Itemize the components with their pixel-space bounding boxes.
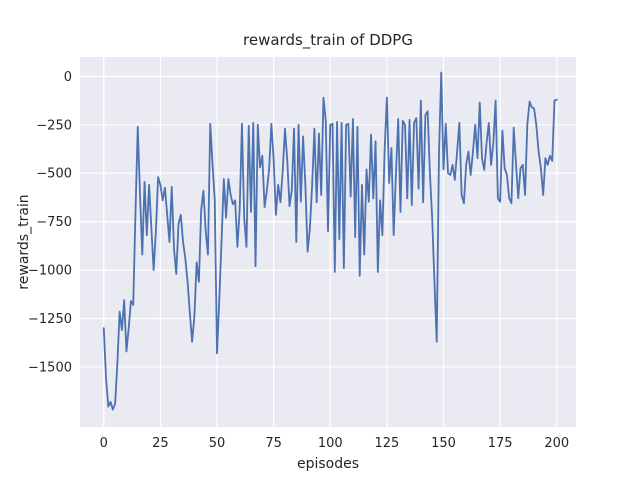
rewards-train-line — [102, 71, 558, 411]
x-tick-label: 200 — [544, 436, 569, 451]
y-axis-ticks: 0 −250 −500 −750 −1000 −1250 −1500 — [28, 70, 72, 376]
x-tick-label: 125 — [374, 436, 399, 451]
y-tick-label: 0 — [64, 70, 72, 85]
x-tick-label: 50 — [209, 436, 226, 451]
x-tick-label: 25 — [152, 436, 169, 451]
chart-title: rewards_train of DDPG — [243, 31, 413, 49]
y-tick-label: −500 — [36, 167, 72, 182]
x-axis-label: episodes — [296, 456, 360, 472]
y-tick-label: −250 — [36, 118, 72, 133]
x-tick-label: 100 — [318, 436, 343, 451]
x-tick-label: 150 — [431, 436, 456, 451]
y-axis-label: rewards_train — [16, 194, 32, 290]
y-tick-label: −1000 — [28, 264, 72, 279]
x-tick-label: 175 — [488, 436, 513, 451]
x-tick-label: 0 — [100, 436, 108, 451]
y-tick-label: −1250 — [28, 312, 72, 327]
plot-area — [80, 57, 576, 427]
x-tick-label: 75 — [265, 436, 282, 451]
x-axis-ticks: 0 25 50 75 100 125 150 175 200 — [100, 436, 570, 451]
y-tick-label: −750 — [36, 215, 72, 230]
y-tick-label: −1500 — [28, 360, 72, 375]
grid-lines — [80, 57, 576, 427]
